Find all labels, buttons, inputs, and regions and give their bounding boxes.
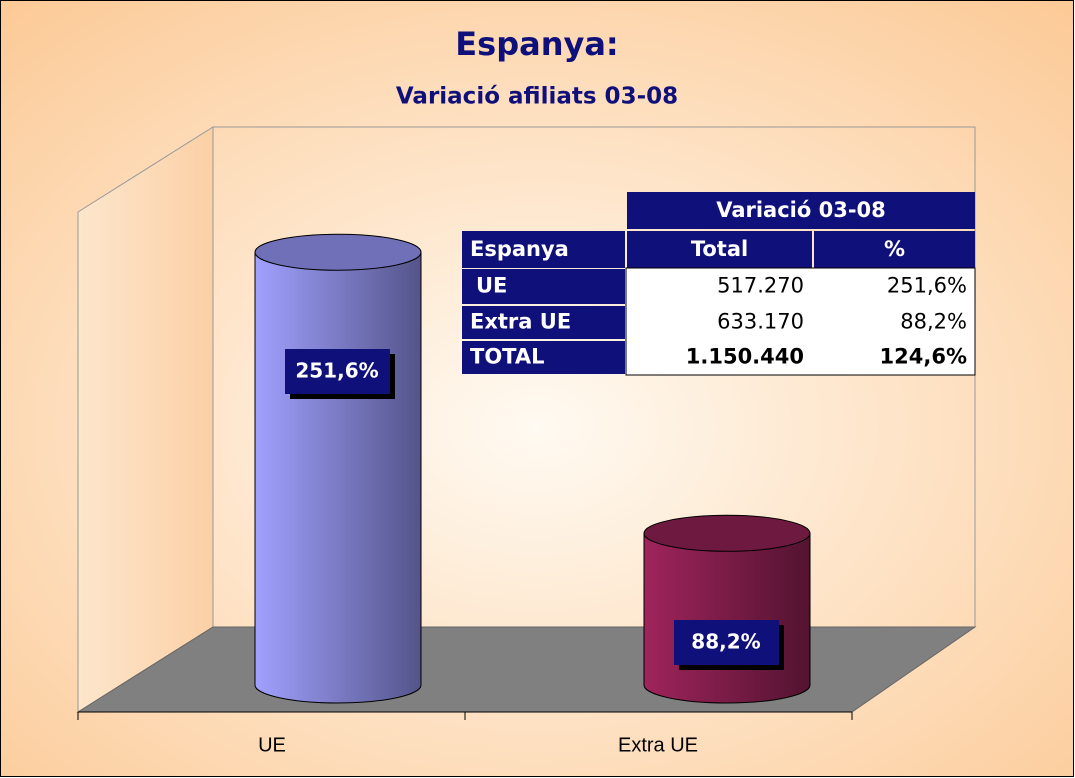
table-header-cell: [814, 231, 975, 268]
table-row-header: [462, 269, 625, 304]
table-row-header: [462, 306, 625, 339]
table-column-header: %: [884, 237, 905, 261]
table-cell: 124,6%: [880, 345, 967, 369]
table-cell: 633.170: [717, 310, 804, 334]
table-header-cell: [627, 231, 812, 268]
table-title: Variació 03-08: [716, 198, 886, 222]
chart-title: Espanya:: [455, 25, 618, 63]
cylinder-body: [643, 532, 811, 704]
cylinder-top: [643, 514, 811, 552]
label-box: [674, 620, 779, 665]
data-label: 88,2%: [691, 630, 760, 654]
table-cell: 88,2%: [900, 310, 967, 334]
table-body: [625, 267, 976, 376]
table-cell: 1.150.440: [686, 345, 804, 369]
table-row-label: UE: [476, 274, 507, 298]
x-tick-label: UE: [258, 734, 286, 756]
table-cell: 517.270: [717, 274, 804, 298]
table-row-label: TOTAL: [470, 345, 545, 369]
table-header-cell: [462, 231, 625, 268]
table-row-header: [462, 341, 625, 374]
label-box: [285, 349, 390, 394]
table-row-label: Extra UE: [470, 310, 571, 334]
table-column-header: Total: [691, 237, 748, 261]
table-column-header: Espanya: [470, 237, 569, 261]
data-label: 251,6%: [295, 359, 378, 383]
floor: [76, 626, 977, 713]
back-wall: [213, 126, 976, 627]
table-header-cell: [627, 192, 975, 229]
side-wall: [77, 126, 214, 713]
chart-subtitle: Variació afiliats 03-08: [396, 84, 678, 110]
x-tick-label: Extra UE: [618, 734, 698, 756]
table-cell: 251,6%: [887, 274, 967, 298]
cylinder-top: [254, 233, 422, 271]
cylinder-body: [254, 251, 422, 704]
